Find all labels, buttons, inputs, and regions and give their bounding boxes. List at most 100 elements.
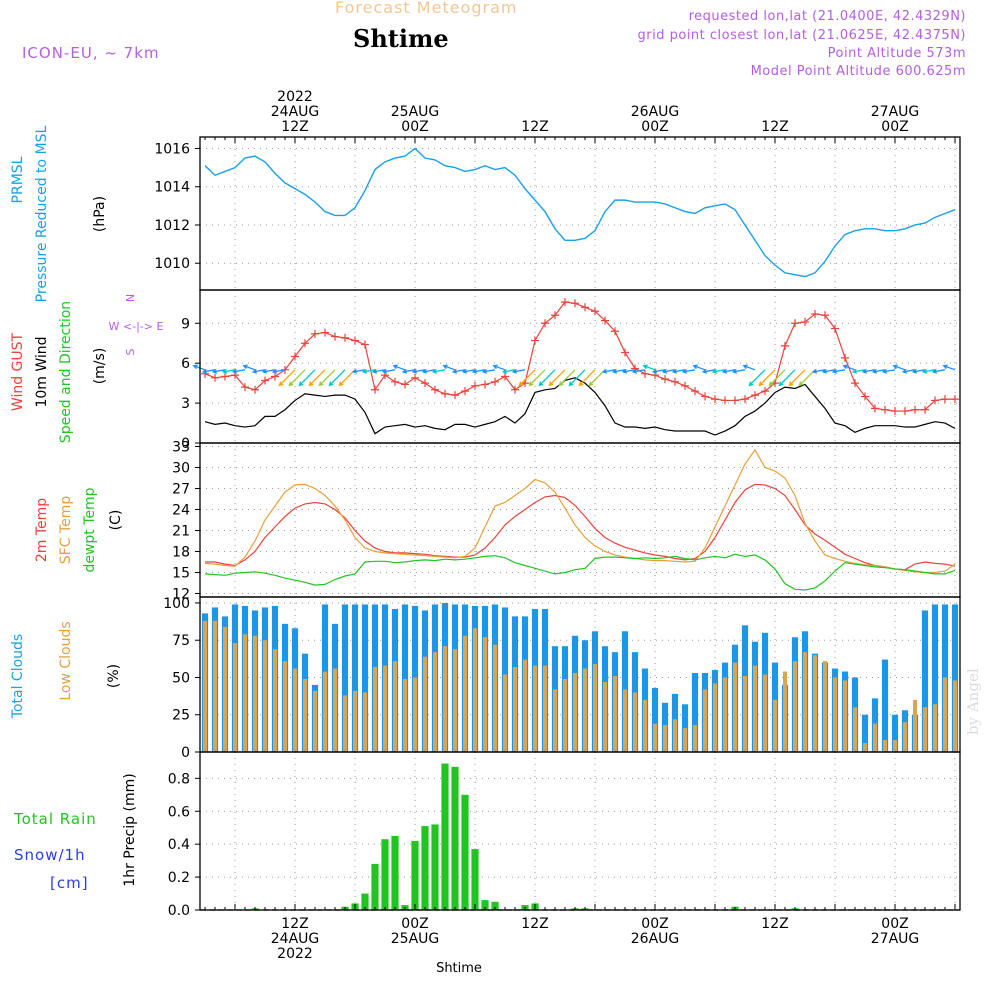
wind-gust-label: Wind GUST — [10, 332, 26, 411]
low-clouds-bar — [803, 652, 807, 752]
pressure-unit: (hPa) — [92, 196, 108, 232]
total-clouds-bar — [951, 604, 959, 752]
wind10-line — [204, 377, 956, 436]
gust-marker — [341, 333, 349, 342]
gust-marker — [701, 392, 709, 401]
total-clouds-bar — [351, 604, 359, 752]
y-tick-label: 33 — [172, 440, 190, 456]
y-tick-label: 18 — [172, 545, 190, 561]
wind-direction-arrow — [901, 368, 916, 374]
gust-marker — [211, 373, 219, 382]
low-clouds-bar — [283, 661, 287, 752]
gust-marker — [911, 405, 919, 414]
low-clouds-bar — [493, 644, 497, 752]
clouds-unit: (%) — [106, 664, 122, 688]
low-clouds-bar — [243, 634, 247, 752]
low-clouds-bar — [363, 692, 367, 752]
total-clouds-label: Total Clouds — [10, 634, 26, 719]
low-clouds-bar — [673, 719, 677, 752]
time-label-top: 00Z — [881, 119, 908, 135]
y-tick-label: 75 — [172, 633, 190, 649]
gust-line — [204, 301, 955, 412]
wind-direction-arrow — [731, 368, 746, 374]
gust-marker — [881, 405, 889, 414]
wind-direction-arrow — [701, 368, 716, 374]
gust-marker — [351, 336, 359, 345]
low-clouds-bar — [253, 635, 257, 752]
rain-bar — [431, 824, 439, 910]
gust-marker — [331, 332, 339, 341]
wind-direction-arrow — [768, 369, 786, 387]
low-clouds-bar — [703, 689, 707, 752]
time-label-top: 00Z — [401, 119, 428, 135]
total-clouds-bar — [651, 687, 659, 752]
gust-marker — [711, 395, 719, 404]
low-clouds-bar — [783, 671, 787, 752]
wind-direction-arrow — [211, 368, 226, 374]
low-clouds-bar — [763, 674, 767, 752]
time-label-bottom: 12Z — [281, 916, 308, 932]
low-clouds-bar — [503, 674, 507, 752]
wind-direction-arrow — [758, 369, 776, 387]
wind-direction-arrow — [711, 368, 726, 374]
low-clouds-bar — [413, 677, 417, 752]
time-label-bottom: 2022 — [277, 946, 313, 962]
panel-frame — [199, 751, 961, 911]
gust-marker — [951, 395, 959, 404]
low-clouds-bar — [623, 689, 627, 752]
wind-direction-arrow — [298, 369, 316, 387]
gust-marker — [741, 395, 749, 404]
low-clouds-bar — [713, 683, 717, 752]
pressure-title: PRMSL — [10, 156, 26, 203]
gust-marker — [301, 339, 309, 348]
rain-bar — [421, 826, 429, 910]
low-clouds-bar — [823, 661, 827, 752]
wind-direction-arrow — [601, 368, 616, 374]
gust-marker — [311, 329, 319, 338]
wind-direction-arrow — [288, 369, 306, 387]
wind-direction-arrow — [338, 369, 356, 387]
time-label-top: 27AUG — [871, 104, 920, 120]
gust-marker — [841, 353, 849, 362]
low-clouds-bar — [603, 681, 607, 752]
gust-marker — [901, 407, 909, 416]
low-clouds-bar — [923, 707, 927, 752]
gust-marker — [471, 381, 479, 390]
gust-marker — [851, 379, 859, 388]
wind-direction-arrow — [471, 368, 486, 374]
low-clouds-bar — [913, 699, 917, 752]
low-clouds-bar — [303, 678, 307, 752]
wind-direction-arrow — [481, 368, 496, 374]
low-clouds-bar — [593, 664, 597, 752]
low-clouds-bar — [533, 665, 537, 752]
wind-direction-arrow — [278, 369, 296, 387]
gust-marker — [571, 299, 579, 308]
low-clouds-bar — [523, 659, 527, 752]
gust-marker — [481, 380, 489, 389]
gust-marker — [411, 373, 419, 382]
time-label-top: 12Z — [761, 119, 788, 135]
requested-point: requested lon,lat (21.0400E, 42.4329N) — [688, 9, 966, 24]
wind-direction-arrow — [621, 368, 636, 374]
rain-bar — [491, 901, 499, 910]
gust-marker — [401, 380, 409, 389]
wind-direction-arrow — [308, 369, 326, 387]
time-label-bottom: 26AUG — [631, 931, 680, 947]
wind-direction-arrow — [271, 368, 286, 374]
temp-2m-label: 2m Temp — [34, 498, 50, 562]
gust-marker — [751, 391, 759, 400]
x-axis-label: Shtime — [436, 961, 482, 976]
low-clouds-bar — [643, 699, 647, 752]
low-clouds-bar — [753, 665, 757, 752]
y-tick-label: 0 — [181, 436, 190, 452]
gust-marker — [541, 319, 549, 328]
y-tick-label: 0.4 — [168, 837, 190, 853]
y-tick-label: 6 — [181, 356, 190, 372]
time-label-top: 00Z — [641, 119, 668, 135]
wind-direction-arrow — [611, 368, 626, 374]
temp-dewpt-label: dewpt Temp — [82, 487, 98, 572]
wind-direction-arrow — [631, 368, 646, 374]
wind-direction-arrow — [578, 369, 596, 387]
wind-direction-arrow — [401, 368, 416, 374]
low-clouds-bar — [663, 725, 667, 752]
